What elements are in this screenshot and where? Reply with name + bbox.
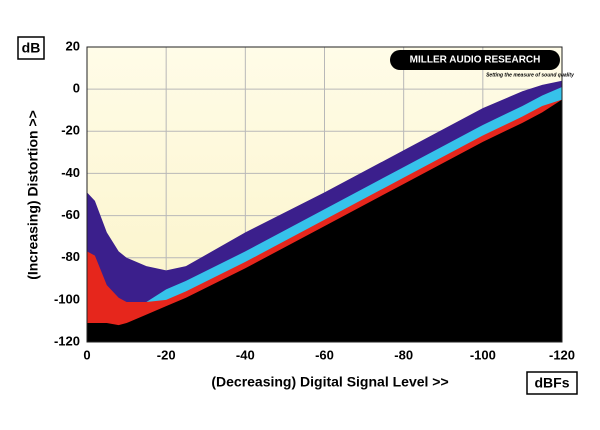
logo: MILLER AUDIO RESEARCH [410,55,541,66]
x-unit-label: dBFs [535,375,570,391]
y-tick-label: -80 [61,249,80,264]
x-axis-label: (Decreasing) Digital Signal Level >> [211,374,448,390]
y-tick-label: 0 [73,81,80,96]
x-tick-label: -80 [394,347,413,362]
x-tick-label: -60 [315,347,334,362]
logo-badge [390,50,560,70]
x-tick-label: -120 [549,347,575,362]
y-unit-box [17,36,45,60]
logo-tagline: Setting the measure of sound quality [486,72,574,78]
y-unit-label: dB [22,40,41,56]
x-tick-label: -20 [157,347,176,362]
area [87,99,562,342]
y-tick-label: -40 [61,165,80,180]
x-tick-label: -40 [236,347,255,362]
plot-border [86,46,563,343]
x-unit-box [526,371,578,395]
y-tick-label: 20 [66,38,80,53]
x-tick-label: -100 [470,347,496,362]
y-axis-label: (Increasing) Distortion >> [25,110,41,280]
y-tick-label: -120 [54,333,80,348]
y-tick-label: -100 [54,291,80,306]
x-tick-label: 0 [83,347,90,362]
y-tick-label: -20 [61,123,80,138]
y-tick-label: -60 [61,207,80,222]
